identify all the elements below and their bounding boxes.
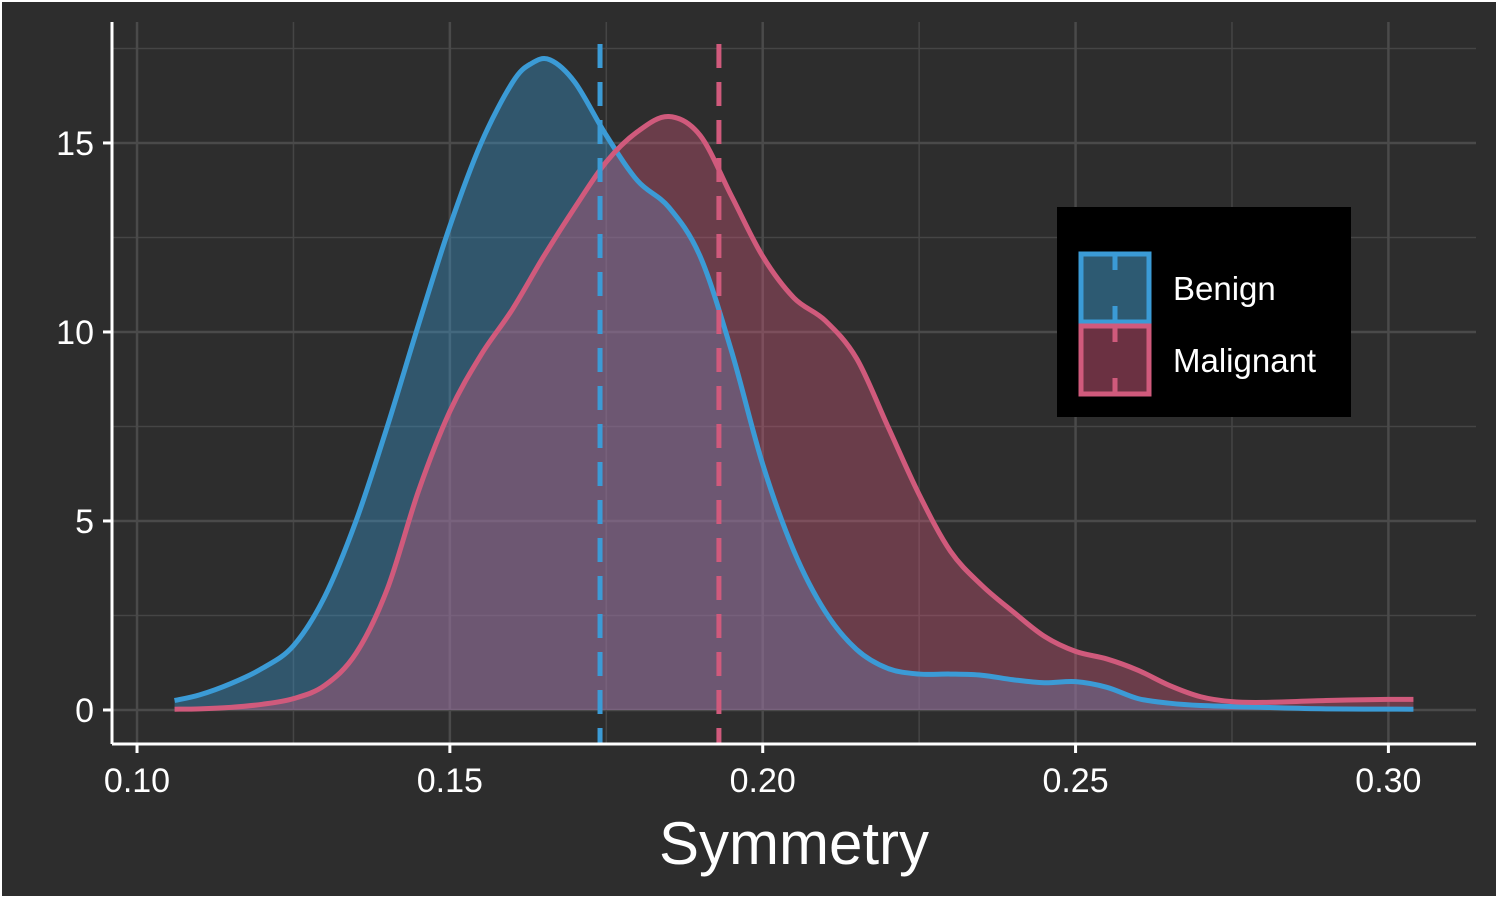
density-area-benign [174,58,1414,710]
grid [112,22,1476,744]
mean-lines [597,44,722,744]
density-fills [174,58,1414,710]
legend-label-malignant: Malignant [1173,342,1316,379]
y-tick-label: 10 [56,314,94,352]
axes: 0.10 0.15 0.20 0.25 0.30 0 5 10 15 [56,22,1476,800]
y-tick-label: 15 [56,125,94,163]
density-line-malignant [174,114,1414,712]
x-tick-label: 0.25 [1042,762,1108,800]
legend: Benign Malignant [1057,207,1351,417]
density-lines [174,56,1414,712]
density-line-benign [174,56,1414,712]
x-tick-label: 0.10 [104,762,170,800]
x-tick-label: 0.20 [730,762,796,800]
y-tick-label: 5 [75,503,94,541]
legend-label-benign: Benign [1173,270,1276,307]
x-tick-label: 0.15 [417,762,483,800]
x-axis-title: Symmetry [659,810,929,877]
y-tick-label: 0 [75,692,94,730]
density-area-malignant [174,116,1414,710]
x-tick-label: 0.30 [1355,762,1421,800]
